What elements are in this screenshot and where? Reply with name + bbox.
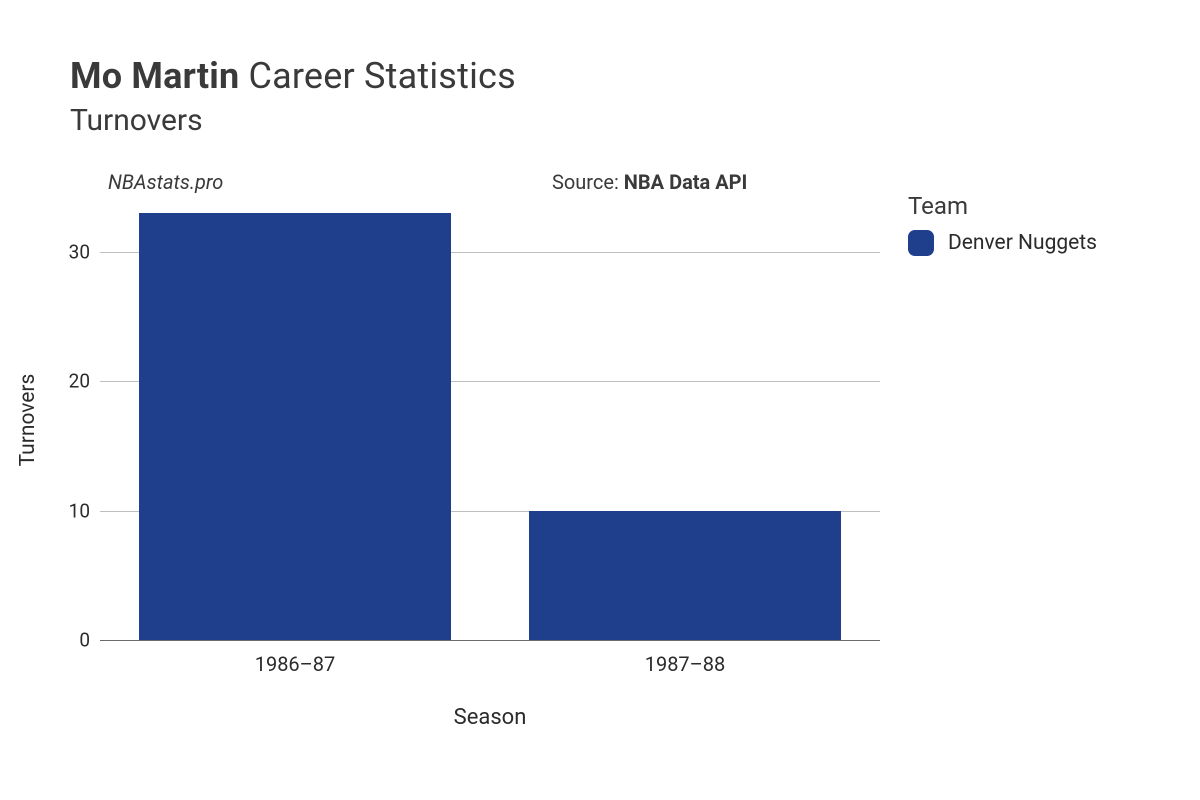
x-tick-label: 1987–88 — [645, 652, 726, 676]
bar — [529, 511, 841, 640]
y-tick-label: 0 — [40, 629, 90, 652]
legend-swatch — [908, 230, 934, 256]
legend: Team Denver Nuggets — [908, 192, 1097, 256]
plot-area: 01020301986–871987–88 — [100, 200, 880, 640]
x-tick-label: 1986–87 — [255, 652, 336, 676]
legend-title: Team — [908, 192, 1097, 220]
chart-title-block: Mo Martin Career Statistics Turnovers — [70, 55, 516, 138]
chart-title-bold: Mo Martin — [70, 55, 239, 97]
watermark-text: NBAstats.pro — [108, 170, 223, 194]
source-name: NBA Data API — [624, 170, 748, 194]
y-tick-label: 30 — [40, 240, 90, 263]
page: Mo Martin Career Statistics Turnovers NB… — [0, 0, 1200, 800]
legend-item-label: Denver Nuggets — [948, 231, 1097, 255]
chart-title-rest: Career Statistics — [239, 55, 516, 97]
y-axis-title: Turnovers — [16, 374, 40, 467]
source-prefix: Source: — [552, 170, 624, 194]
legend-items: Denver Nuggets — [908, 230, 1097, 256]
y-tick-label: 10 — [40, 499, 90, 522]
legend-item: Denver Nuggets — [908, 230, 1097, 256]
x-axis-title: Season — [454, 705, 527, 730]
y-tick-label: 20 — [40, 370, 90, 393]
chart-subtitle: Turnovers — [70, 103, 516, 138]
bar — [139, 213, 451, 640]
source-attribution: Source: NBA Data API — [552, 170, 747, 194]
chart-title: Mo Martin Career Statistics — [70, 55, 516, 97]
